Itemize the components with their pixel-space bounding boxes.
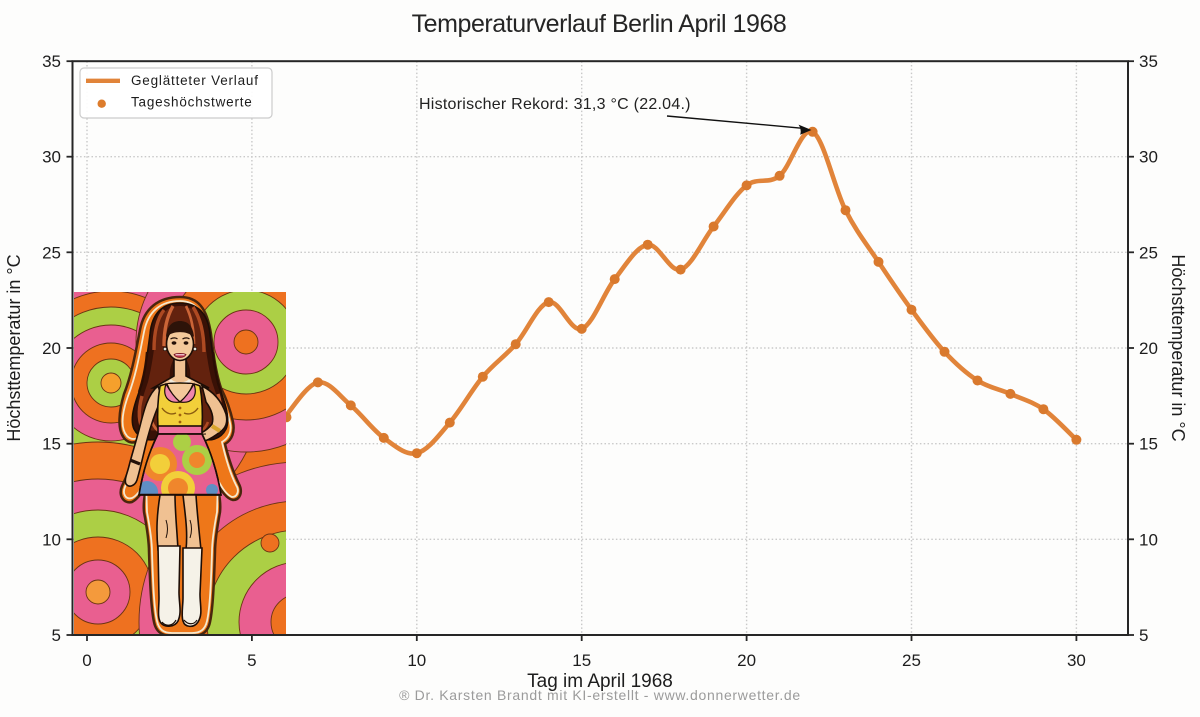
svg-text:25: 25 xyxy=(42,243,61,262)
svg-text:Tag im April 1968: Tag im April 1968 xyxy=(527,671,673,692)
svg-text:20: 20 xyxy=(42,339,61,358)
svg-text:25: 25 xyxy=(902,651,921,670)
svg-text:25: 25 xyxy=(1139,243,1158,262)
svg-text:® Dr. Karsten Brandt mit KI-er: ® Dr. Karsten Brandt mit KI-erstellt - w… xyxy=(399,687,801,703)
svg-text:Höchsttemperatur in °C: Höchsttemperatur in °C xyxy=(4,254,24,441)
svg-text:5: 5 xyxy=(1139,626,1148,645)
svg-text:35: 35 xyxy=(42,52,61,71)
svg-text:0: 0 xyxy=(82,651,91,670)
svg-text:Geglätteter Verlauf: Geglätteter Verlauf xyxy=(131,73,259,88)
svg-text:5: 5 xyxy=(52,626,61,645)
svg-text:35: 35 xyxy=(1139,52,1158,71)
svg-text:20: 20 xyxy=(1139,339,1158,358)
svg-text:5: 5 xyxy=(247,651,256,670)
svg-text:15: 15 xyxy=(572,651,591,670)
svg-text:Temperaturverlauf Berlin April: Temperaturverlauf Berlin April 1968 xyxy=(412,10,787,38)
svg-text:Tageshöchstwerte: Tageshöchstwerte xyxy=(131,95,253,110)
svg-text:10: 10 xyxy=(1139,530,1158,549)
svg-text:15: 15 xyxy=(1139,435,1158,454)
svg-text:15: 15 xyxy=(42,435,61,454)
svg-text:30: 30 xyxy=(1139,148,1158,167)
svg-text:30: 30 xyxy=(1067,651,1086,670)
svg-text:Historischer Rekord: 31,3 °C (: Historischer Rekord: 31,3 °C (22.04.) xyxy=(419,96,691,113)
svg-text:20: 20 xyxy=(737,651,756,670)
svg-text:10: 10 xyxy=(407,651,426,670)
svg-text:30: 30 xyxy=(42,148,61,167)
svg-text:10: 10 xyxy=(42,530,61,549)
svg-text:Höchsttemperatur in °C: Höchsttemperatur in °C xyxy=(1168,254,1188,441)
